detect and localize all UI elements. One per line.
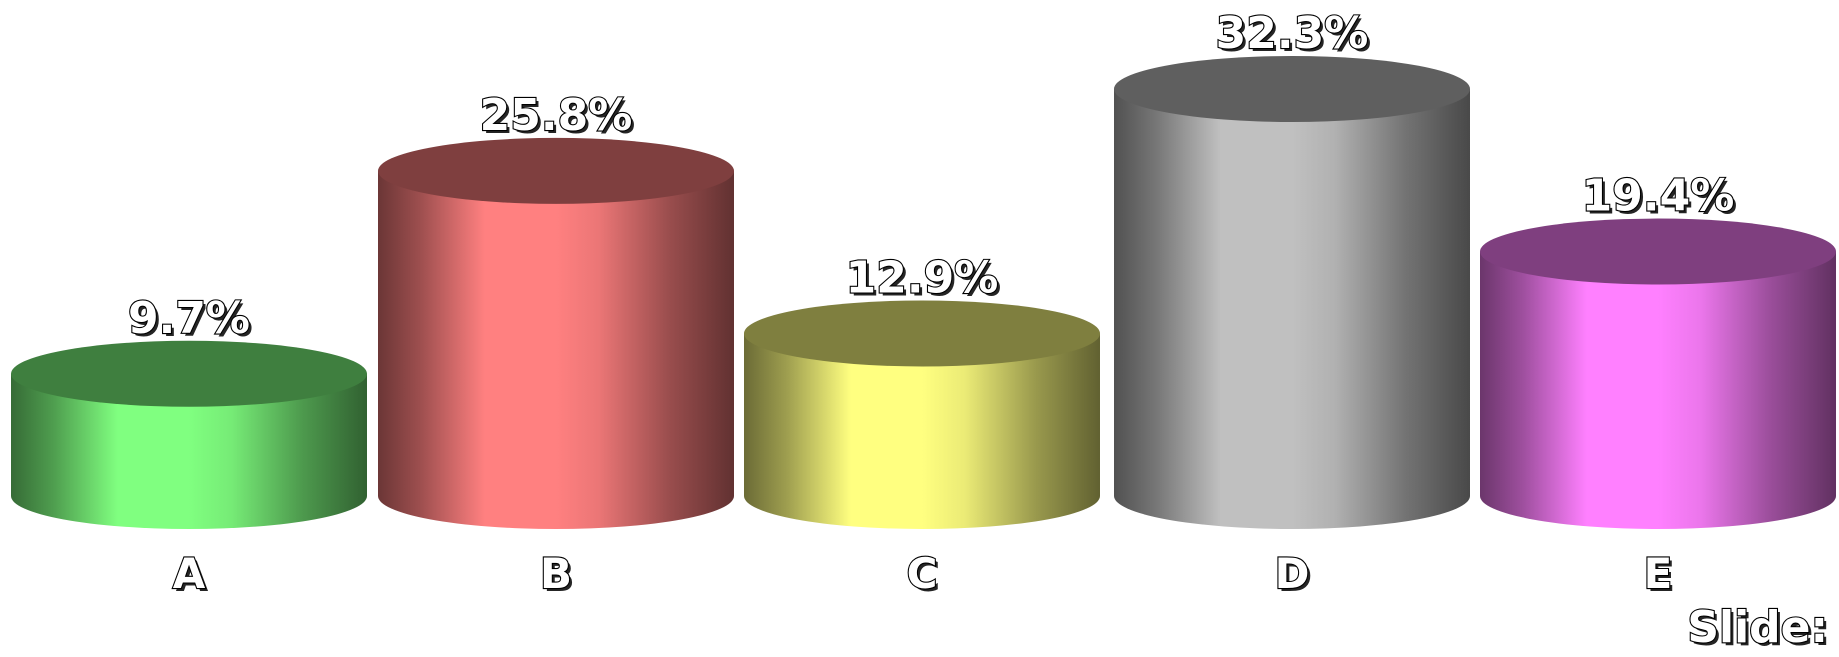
category-label-A: A — [173, 549, 206, 598]
value-label-C: 12.9% — [846, 252, 999, 303]
labels-group: 9.7%9.7%AA25.8%25.8%BB12.9%12.9%CC32.3%3… — [127, 7, 1738, 601]
value-label-shadow: 25.8% — [483, 93, 636, 144]
slide-label: Slide: 34 — [1687, 602, 1839, 653]
value-label-shadow: 19.4% — [1585, 174, 1738, 225]
value-label-E: 19.4% — [1582, 171, 1735, 222]
category-label-C: C — [907, 549, 938, 598]
value-label-shadow: 32.3% — [1219, 11, 1372, 62]
bar-E-top — [1480, 218, 1836, 285]
category-label-shadow: A — [176, 552, 209, 601]
value-label-B: 25.8% — [480, 90, 633, 141]
value-label-D: 32.3% — [1216, 8, 1369, 59]
category-label-D: D — [1275, 549, 1310, 598]
bar-B-body — [378, 170, 734, 529]
bar-C-top — [744, 300, 1100, 367]
category-label-E: E — [1644, 549, 1673, 598]
category-label-B: B — [540, 549, 572, 598]
value-label-shadow: 9.7% — [131, 296, 253, 347]
bar-D-body — [1114, 89, 1470, 529]
bars-group — [11, 56, 1836, 530]
bar-B-top — [378, 137, 734, 204]
bar-A-top — [11, 340, 367, 407]
bar-C-body — [744, 333, 1100, 529]
bar-A-body — [11, 373, 367, 529]
category-label-shadow: E — [1647, 552, 1676, 601]
category-label-shadow: C — [910, 552, 941, 601]
slide-label-shadow: Slide: 34 — [1690, 605, 1839, 656]
value-label-shadow: 12.9% — [849, 255, 1002, 306]
bar-D-top — [1114, 56, 1470, 122]
category-label-shadow: B — [543, 552, 575, 601]
value-label-A: 9.7% — [128, 293, 250, 344]
bar-E-body — [1480, 251, 1836, 530]
category-label-shadow: D — [1278, 552, 1313, 601]
